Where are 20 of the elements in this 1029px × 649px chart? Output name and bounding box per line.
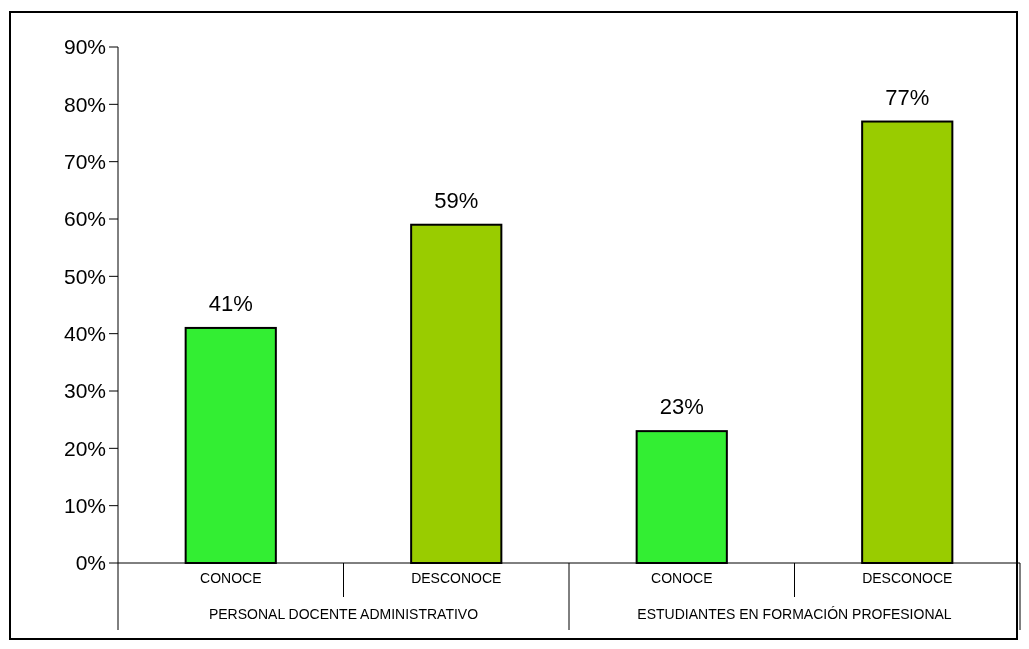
x-tick-label: DESCONOCE [411, 570, 502, 586]
y-tick-label: 30% [63, 379, 106, 403]
y-tick-label: 40% [63, 322, 106, 346]
y-tick-label: 60% [63, 207, 106, 231]
y-tick-label: 0% [75, 551, 106, 575]
y-tick-label: 70% [63, 150, 106, 174]
y-tick-label: 10% [63, 494, 106, 518]
x-tick-label: CONOCE [200, 570, 262, 586]
data-label: 59% [434, 187, 479, 213]
x-tick-label: DESCONOCE [862, 570, 953, 586]
y-tick-label: 80% [63, 92, 106, 116]
data-label: 41% [208, 290, 253, 316]
y-tick-label: 50% [63, 264, 106, 288]
y-tick-label: 90% [63, 35, 106, 59]
text: PERSONAL DOCENTE ADMINISTRATIVO [208, 606, 479, 622]
data-label: 23% [659, 394, 704, 420]
data-label: 77% [885, 84, 930, 110]
x-tick-label: CONOCE [651, 570, 713, 586]
y-tick-label: 20% [63, 436, 106, 460]
text: ESTUDIANTES EN FORMACIÓN PROFESIONAL [637, 606, 952, 622]
